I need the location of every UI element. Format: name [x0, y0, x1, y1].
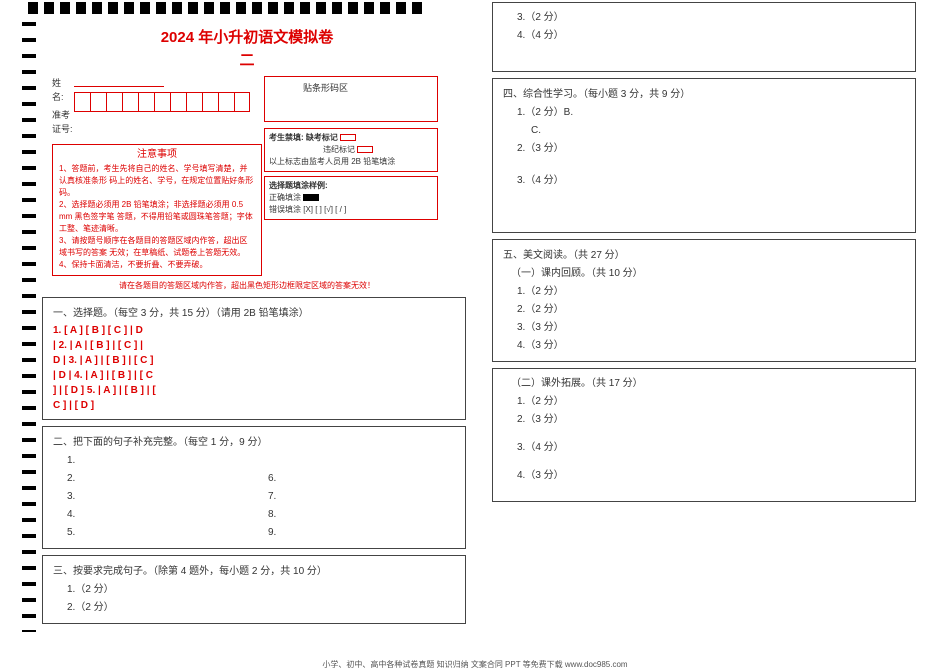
barcode-area: 贴条形码区 — [264, 76, 438, 122]
q2-l5: 5. — [67, 524, 254, 542]
q2-l2: 2. — [67, 470, 254, 488]
side1-l1: 考生禁填: 缺考标记 — [269, 133, 338, 142]
q1-r1: 1. [ A ] [ B ] [ C ] | D — [53, 323, 455, 338]
q1-r3: D | 3. | A ] | [ B ] | [ C ] — [53, 353, 455, 368]
q1-r5: ] | [ D ] 5. | A ] | [ B ] | [ — [53, 383, 455, 398]
footer: 小学、初中、高中各种试卷真题 知识归纳 文案合同 PPT 等免费下载 www.d… — [0, 659, 950, 670]
q5-s2: （二）课外拓展。（共 17 分） — [511, 375, 905, 393]
q1-r4: | D | 4. | A ] | [ B ] | [ C — [53, 368, 455, 383]
red-tip: 请在各题目的答题区域内作答，超出黑色矩形边框限定区域的答案无效！ — [52, 280, 442, 291]
side-boxes: 考生禁填: 缺考标记 违纪标记 以上标志由监考人员用 2B 铅笔填涂 选择题填涂… — [264, 128, 438, 224]
notice-1: 1、答题前，考生先将自己的姓名、学号填写清楚，并认真核准条形 码上的姓名、学号，… — [59, 163, 255, 199]
barcode-top — [28, 2, 428, 14]
q2-box: 二、把下面的句子补充完整。（每空 1 分，9 分） 1. 2. 3. 4. 5.… — [42, 426, 466, 549]
q2-l4: 4. — [67, 506, 254, 524]
q2-l3: 3. — [67, 488, 254, 506]
q2-l1: 1. — [67, 452, 254, 470]
barcode-tip: 贴条形码区 — [303, 81, 348, 94]
q2-r8: 8. — [268, 506, 455, 524]
q5-a1: 1.（2 分） — [517, 283, 905, 301]
notice-box: 注意事项 1、答题前，考生先将自己的姓名、学号填写清楚，并认真核准条形 码上的姓… — [52, 144, 262, 276]
notice-title: 注意事项 — [59, 149, 255, 161]
side-box-1: 考生禁填: 缺考标记 违纪标记 以上标志由监考人员用 2B 铅笔填涂 — [264, 128, 438, 172]
q1-box: 一、选择题。（每空 3 分，共 15 分）（请用 2B 铅笔填涂） 1. [ A… — [42, 297, 466, 420]
left-column: 2024 年小升初语文模拟卷 二 姓 名: 准考 证号: 贴条形码区 注意事项 … — [22, 2, 472, 624]
q5-h: 五、美文阅读。（共 27 分） — [503, 246, 905, 261]
q4-1: 1.（2 分）B. — [517, 104, 905, 122]
q5-b3: 3.（4 分） — [517, 439, 905, 457]
side1-l3: 以上标志由监考人员用 2B 铅笔填涂 — [269, 156, 433, 168]
side2-l3: 错误填涂 [X] [ ] [√] [ / ] — [269, 204, 433, 216]
q4-2: 2.（3 分） — [517, 140, 905, 158]
q4-3: 3.（4 分） — [517, 172, 905, 190]
q3-4: 4.（4 分） — [517, 27, 905, 45]
q5-b2: 2.（3 分） — [517, 411, 905, 429]
q3-3: 3.（2 分） — [517, 9, 905, 27]
q2-h: 二、把下面的句子补充完整。（每空 1 分，9 分） — [53, 433, 455, 448]
q4-h: 四、综合性学习。（每小题 3 分，共 9 分） — [503, 85, 905, 100]
right-column: 3.（2 分） 4.（4 分） 四、综合性学习。（每小题 3 分，共 9 分） … — [492, 2, 922, 502]
name-field[interactable] — [74, 76, 164, 87]
page: 2024 年小升初语文模拟卷 二 姓 名: 准考 证号: 贴条形码区 注意事项 … — [22, 2, 932, 650]
side2-l1: 选择题填涂样例: — [269, 181, 328, 190]
q4-box: 四、综合性学习。（每小题 3 分，共 9 分） 1.（2 分）B. C. 2.（… — [492, 78, 916, 233]
q3b-box: 3.（2 分） 4.（4 分） — [492, 2, 916, 72]
q2-r6: 6. — [268, 470, 455, 488]
q5-a4: 4.（3 分） — [517, 337, 905, 355]
side-box-2: 选择题填涂样例: 正确填涂 错误填涂 [X] [ ] [√] [ / ] — [264, 176, 438, 220]
q5-a3: 3.（3 分） — [517, 319, 905, 337]
q4-1c: C. — [531, 122, 905, 140]
q5-b4: 4.（3 分） — [517, 467, 905, 485]
q5-b1: 1.（2 分） — [517, 393, 905, 411]
q3-box: 三、按要求完成句子。（除第 4 题外，每小题 2 分，共 10 分） 1.（2 … — [42, 555, 466, 624]
q5b-box: （二）课外拓展。（共 17 分） 1.（2 分） 2.（3 分） 3.（4 分）… — [492, 368, 916, 502]
q5-a2: 2.（2 分） — [517, 301, 905, 319]
notice-4: 4、保持卡面清洁，不要折叠、不要弄破。 — [59, 259, 255, 271]
notice-3: 3、请按题号顺序在各题目的答题区域内作答，超出区域书写的答案 无效；在草稿纸、试… — [59, 235, 255, 259]
spiral-binding — [22, 22, 36, 632]
q1-r2: | 2. | A | [ B ] | [ C ] | — [53, 338, 455, 353]
side1-l2: 违纪标记 — [323, 145, 355, 154]
title-line2: 二 — [22, 49, 472, 70]
q3-h: 三、按要求完成句子。（除第 4 题外，每小题 2 分，共 10 分） — [53, 562, 455, 577]
name-label: 姓 名: — [52, 76, 74, 104]
q1-r6: C ] | [ D ] — [53, 398, 455, 413]
q5-box: 五、美文阅读。（共 27 分） （一）课内回顾。（共 10 分） 1.（2 分）… — [492, 239, 916, 362]
q2-r7: 7. — [268, 488, 455, 506]
q1-h: 一、选择题。（每空 3 分，共 15 分）（请用 2B 铅笔填涂） — [53, 304, 455, 319]
side2-l2: 正确填涂 — [269, 193, 301, 202]
title-line1: 2024 年小升初语文模拟卷 — [22, 26, 472, 47]
q5-s1: （一）课内回顾。（共 10 分） — [511, 265, 905, 283]
q2-r9: 9. — [268, 524, 455, 542]
notice-2: 2、选择题必须用 2B 铅笔填涂；非选择题必须用 0.5 mm 黑色签字笔 答题… — [59, 199, 255, 235]
exam-label: 准考 证号: — [52, 108, 74, 136]
q3-1: 1.（2 分） — [67, 581, 455, 599]
q3-2: 2.（2 分） — [67, 599, 455, 617]
